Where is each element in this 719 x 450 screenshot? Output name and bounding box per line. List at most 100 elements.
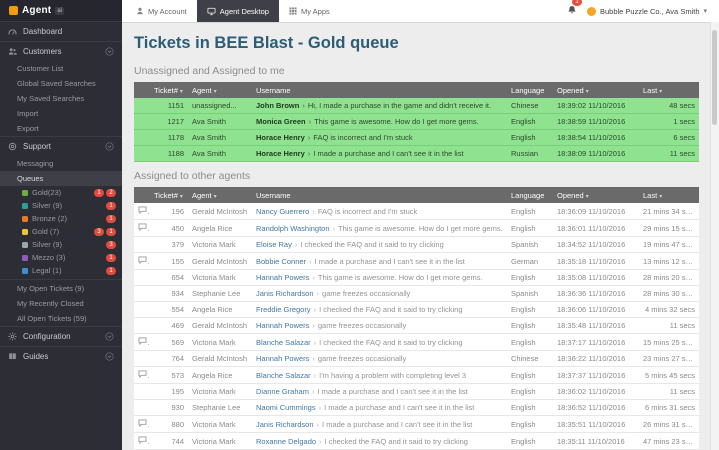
scrollbar-thumb[interactable] [712,30,717,125]
sort-icon: ▾ [585,193,589,200]
sidebar-item-support[interactable]: Support [0,136,122,156]
opened-time: 18:36:22 11/10/2016 [557,354,626,363]
queue-label: Bronze (2) [32,214,68,223]
username-link[interactable]: Monica Green [256,117,306,126]
ticket-row[interactable]: 155 Gerald McIntosh Bobbie Conner › I made a… [134,252,699,270]
sidebar-item-dashboard[interactable]: Dashboard [0,21,122,41]
tab-my-apps[interactable]: My Apps [279,0,340,22]
username-link[interactable]: Freddie Gregory [256,305,311,314]
window-scrollbar[interactable] [710,22,719,450]
ticket-row[interactable]: 930 Stephanie Lee Naomi Cummings › I made a … [134,399,699,416]
ticket-row[interactable]: 934 Stephanie Lee Janis Richardson › game fr… [134,285,699,302]
sidebar-queue-silver-9[interactable]: Silver (9) 3 [0,238,122,251]
sidebar-item-label: My Recently Closed [17,299,84,308]
column-header-ticket[interactable]: Ticket# ▾ [150,82,188,98]
ticket-row[interactable]: 195 Victoria Mark Dianne Graham › I made a p… [134,383,699,400]
column-header-ticket[interactable]: Ticket# ▾ [150,187,188,203]
sidebar-item-global-saved-searches[interactable]: Global Saved Searches [0,76,122,91]
separator: › [308,117,312,126]
ticket-row[interactable]: 880 Victoria Mark Janis Richardson › I made … [134,415,699,433]
username-link[interactable]: Hannah Powers [256,321,310,330]
ticket-row[interactable]: 554 Angela Rice Freddie Gregory › I checked … [134,301,699,318]
column-header-opened[interactable]: Opened ▾ [553,187,639,203]
ticket-row[interactable]: 196 Gerald McIntosh Nancy Guerrero › FAQ is … [134,203,699,220]
username-link[interactable]: Naomi Cummings [256,403,316,412]
username-link[interactable]: Janis Richardson [256,419,314,429]
username-link[interactable]: Horace Henry [256,133,305,142]
username-link[interactable]: John Brown [256,101,300,110]
username-link[interactable]: Janis Richardson [256,289,314,298]
column-header-last[interactable]: Last ▾ [639,187,699,203]
sidebar-item-all-open-tickets-59[interactable]: All Open Tickets (59) [0,311,122,326]
sidebar-item-label: Dashboard [23,27,63,36]
column-header-last[interactable]: Last ▾ [639,82,699,98]
language: English [511,273,536,282]
sidebar-item-messaging[interactable]: Messaging [0,156,122,171]
username-link[interactable]: Randolph Washington [256,223,330,233]
section-heading: Assigned to other agents [134,170,251,182]
ticket-row[interactable]: 573 Angela Rice Blanche Salazar › I'm having… [134,366,699,384]
language: English [511,337,536,347]
tab-agent-desktop[interactable]: Agent Desktop [196,0,279,22]
ticket-row[interactable]: 379 Victoria Mark Eloise Ray › I checked the… [134,236,699,253]
column-header-username[interactable]: Username [252,82,507,98]
sidebar-item-my-saved-searches[interactable]: My Saved Searches [0,91,122,106]
logo-suffix: ai [55,6,65,15]
queue-badge: 1 [106,201,116,210]
account-menu[interactable]: Bubble Puzzle Co., Ava Smith ▾ [586,6,707,16]
username-link[interactable]: Blanche Salazar [256,337,311,347]
ticket-row[interactable]: 469 Gerald McIntosh Hannah Powers › game fre… [134,317,699,334]
sidebar-queue-mezzo-3[interactable]: Mezzo (3) 1 [0,251,122,264]
username-link[interactable]: Dianne Graham [256,387,309,396]
column-header-opened[interactable]: Opened ▾ [553,82,639,98]
ticket-row[interactable]: 1151 unassigned... John Brown › Hi, I made a… [134,98,699,114]
ticket-row[interactable]: 450 Angela Rice Randolph Washington › This g… [134,219,699,237]
language: English [511,223,536,233]
sidebar-queue-bronze-2[interactable]: Bronze (2) 1 [0,212,122,225]
username-link[interactable]: Roxanne Delgado [256,436,317,446]
sidebar-queue-gold-23[interactable]: Gold(23) 1 2 [0,186,122,199]
column-header-language[interactable]: Language [507,82,553,98]
ticket-row[interactable]: 1217 Ava Smith Monica Green › This game is a… [134,113,699,130]
sidebar-item-my-open-tickets-9[interactable]: My Open Tickets (9) [0,279,122,296]
column-header-username[interactable]: Username [252,187,507,203]
column-header-agent[interactable]: Agent ▾ [188,187,252,203]
ticket-row[interactable]: 569 Victoria Mark Blanche Salazar › I checke… [134,333,699,351]
column-label: Language [511,85,545,95]
app-logo[interactable]: Agent ai [0,0,122,21]
sidebar-item-import[interactable]: Import [0,106,122,121]
ticket-number: 1151 [167,101,184,110]
ticket-row[interactable]: 744 Victoria Mark Roxanne Delgado › I checke… [134,432,699,450]
ticket-row[interactable]: 1178 Ava Smith Horace Henry › FAQ is incorre… [134,129,699,146]
username-link[interactable]: Bobbie Conner [256,256,307,266]
ticket-row[interactable]: 764 Gerald McIntosh Hannah Powers › game fre… [134,350,699,367]
section-heading: Unassigned and Assigned to me [134,65,285,77]
username-link[interactable]: Nancy Guerrero [256,206,310,216]
username-link[interactable]: Blanche Salazar [256,370,311,380]
username-link[interactable]: Eloise Ray [256,240,292,249]
queue-badge: 3 [94,227,104,236]
ticket-row[interactable]: 1188 Ava Smith Horace Henry › I made a purch… [134,145,699,162]
sidebar-queue-legal-1[interactable]: Legal (1) 1 [0,264,122,277]
notifications-button[interactable]: 1 [567,0,582,20]
sidebar-item-guides[interactable]: Guides [0,346,122,366]
sidebar-item-export[interactable]: Export [0,121,122,136]
sidebar-queue-gold-7[interactable]: Gold (7) 3 1 [0,225,122,238]
section-assigned-to-other-agents: Assigned to other agents Ticket# ▾ Agent ▾ Us… [134,170,699,450]
sidebar-queue-silver-9[interactable]: Silver (9) 1 [0,199,122,212]
ticket-message: game freezes occasionally [317,354,407,363]
sidebar-item-my-recently-closed[interactable]: My Recently Closed [0,296,122,311]
sidebar-item-queues[interactable]: Queues [0,171,122,186]
ticket-row[interactable]: 654 Victoria Mark Hannah Powers › This game … [134,269,699,286]
sidebar-item-customers[interactable]: Customers [0,41,122,61]
column-header-agent[interactable]: Agent ▾ [188,82,252,98]
username-link[interactable]: Hannah Powers [256,273,310,282]
sidebar-item-configuration[interactable]: Configuration [0,326,122,346]
opened-time: 18:35:48 11/10/2016 [557,321,626,330]
column-header-language[interactable]: Language [507,187,553,203]
username-link[interactable]: Horace Henry [256,149,305,158]
tab-my-account[interactable]: My Account [126,0,197,22]
username-link[interactable]: Hannah Powers [256,354,310,363]
sidebar-item-customer-list[interactable]: Customer List [0,61,122,76]
